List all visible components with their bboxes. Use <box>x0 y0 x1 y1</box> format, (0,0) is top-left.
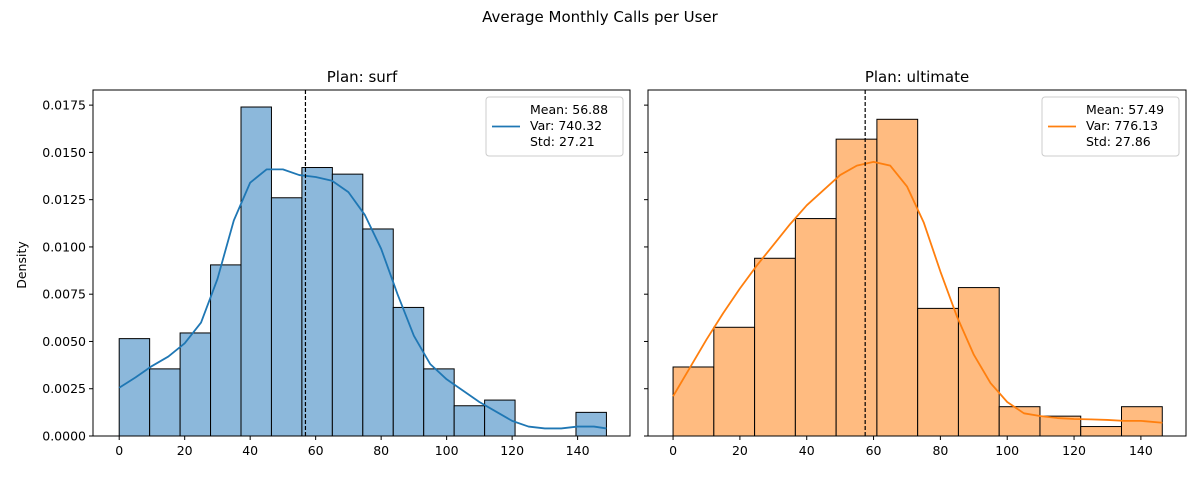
y-tick-label-4: 0.0100 <box>42 239 86 254</box>
x-tick-label-surf-140: 140 <box>566 443 590 458</box>
x-tick-label-surf-120: 120 <box>500 443 524 458</box>
histogram-bar-surf-7 <box>331 173 364 437</box>
axes-frame-ultimate <box>647 89 1187 437</box>
histogram-bar-ultimate-5 <box>876 118 919 437</box>
x-tick-label-ultimate-60: 60 <box>866 443 882 458</box>
kde-curve-ultimate <box>672 160 1163 424</box>
x-tick-label-ultimate-40: 40 <box>799 443 815 458</box>
histogram-bar-surf-0 <box>118 338 151 437</box>
subplot-title-ultimate: Plan: ultimate <box>865 68 969 86</box>
histogram-bar-ultimate-0 <box>672 366 715 437</box>
legend-text-surf-2: Std: 27.21 <box>530 134 595 149</box>
legend-text-surf-0: Mean: 56.88 <box>530 102 608 117</box>
histogram-bars-ultimate <box>672 118 1163 437</box>
subplot-ultimate: Plan: ultimate 0 20 40 60 80 100 120 140 Mean: … <box>644 68 1187 458</box>
x-axis-ticks-ultimate: 0 20 40 60 80 100 120 140 <box>669 436 1153 458</box>
kde-line-surf <box>118 168 607 430</box>
kde-curve-surf <box>118 168 607 430</box>
y-tick-label-3: 0.0075 <box>42 287 86 302</box>
histogram-bar-ultimate-8 <box>998 406 1041 437</box>
histogram-bar-ultimate-6 <box>917 307 959 437</box>
legend-box-ultimate <box>1041 96 1180 157</box>
x-tick-label-ultimate-120: 120 <box>1062 443 1086 458</box>
histogram-bar-ultimate-4 <box>835 138 878 437</box>
histogram-bar-surf-1 <box>149 368 181 437</box>
axes-border-surf <box>92 89 631 437</box>
histogram-bar-surf-9 <box>392 306 425 437</box>
histogram-bar-ultimate-2 <box>754 257 796 437</box>
x-tick-label-surf-20: 20 <box>177 443 193 458</box>
histogram-bar-surf-8 <box>362 228 394 437</box>
subplot-surf: Plan: surf 0 20 40 60 80 100 120 140 0.00000.00… <box>42 68 631 458</box>
histogram-bar-ultimate-1 <box>713 326 756 437</box>
y-tick-label-2: 0.0050 <box>42 334 86 349</box>
x-tick-label-surf-100: 100 <box>435 443 459 458</box>
histogram-bar-surf-10 <box>423 368 455 437</box>
x-tick-label-ultimate-100: 100 <box>995 443 1019 458</box>
legend-text-ultimate-2: Std: 27.86 <box>1086 134 1151 149</box>
x-tick-label-ultimate-140: 140 <box>1129 443 1153 458</box>
histogram-bar-surf-6 <box>301 167 333 437</box>
x-tick-label-surf-80: 80 <box>373 443 389 458</box>
y-axis-ticks-surf: 0.0000 0.0025 0.0050 0.0075 0.0100 0.0125 0.01… <box>42 98 93 444</box>
axes-border-ultimate <box>647 89 1187 437</box>
x-tick-label-ultimate-0: 0 <box>669 443 677 458</box>
x-tick-label-surf-40: 40 <box>242 443 258 458</box>
y-tick-label-7: 0.0175 <box>42 98 86 113</box>
y-axis-label: Density <box>14 241 29 289</box>
histogram-bar-surf-15 <box>575 411 607 437</box>
x-tick-label-ultimate-80: 80 <box>932 443 948 458</box>
histogram-bar-surf-5 <box>270 197 303 437</box>
legend-text-ultimate-0: Mean: 57.49 <box>1086 102 1164 117</box>
histogram-bar-surf-3 <box>210 264 242 437</box>
y-tick-label-6: 0.0150 <box>42 145 86 160</box>
axes-frame-surf <box>92 89 631 437</box>
y-tick-label-1: 0.0025 <box>42 381 86 396</box>
x-tick-label-surf-0: 0 <box>115 443 123 458</box>
figure-title: Average Monthly Calls per User <box>482 8 718 26</box>
x-tick-label-ultimate-20: 20 <box>732 443 748 458</box>
x-axis-ticks-surf: 0 20 40 60 80 100 120 140 <box>115 436 590 458</box>
histogram-bars-surf <box>118 106 607 437</box>
legend-box-surf <box>485 96 624 157</box>
y-axis-ticks-ultimate <box>644 104 648 437</box>
histogram-bar-ultimate-3 <box>794 218 837 437</box>
histogram-bar-surf-11 <box>453 405 486 437</box>
histogram-bar-surf-12 <box>484 399 516 437</box>
legend-text-ultimate-1: Var: 776.13 <box>1086 118 1158 133</box>
subplot-title-surf: Plan: surf <box>327 68 398 86</box>
legend-text-surf-1: Var: 740.32 <box>530 118 602 133</box>
histogram-bar-ultimate-10 <box>1080 426 1123 437</box>
y-tick-label-5: 0.0125 <box>42 192 86 207</box>
x-tick-label-surf-60: 60 <box>308 443 324 458</box>
kde-line-ultimate <box>672 160 1163 424</box>
histogram-bar-surf-4 <box>240 106 272 437</box>
histogram-bar-surf-2 <box>179 332 212 437</box>
y-tick-label-0: 0.0000 <box>42 429 86 444</box>
